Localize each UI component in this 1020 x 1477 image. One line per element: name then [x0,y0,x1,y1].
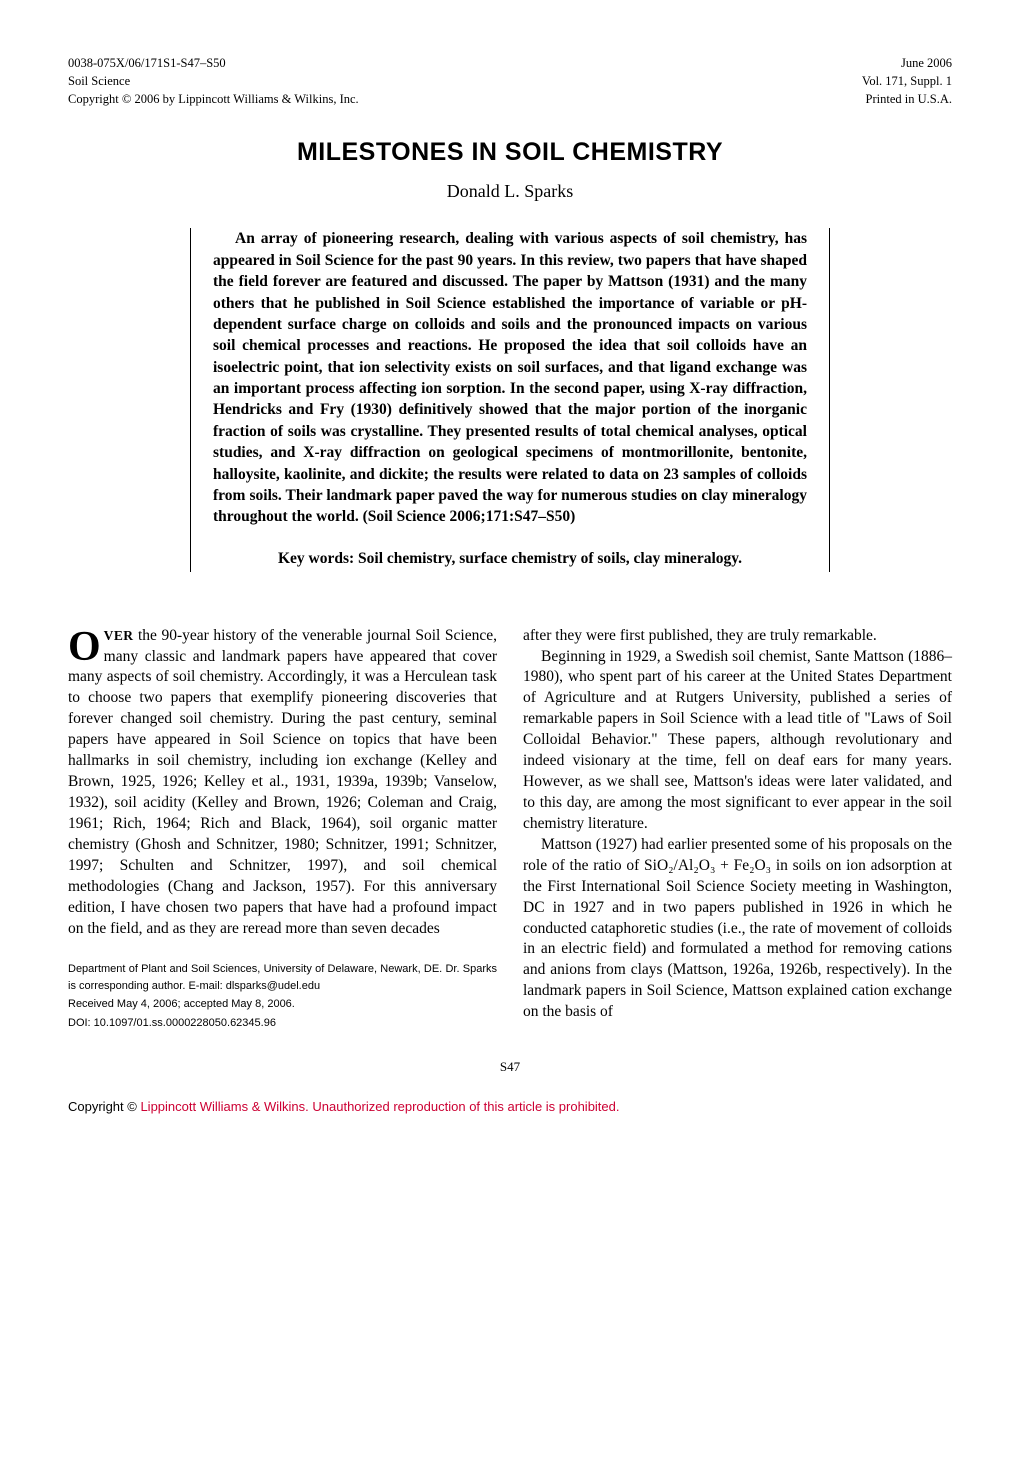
body-paragraph: OVER the 90-year history of the venerabl… [68,626,497,940]
dates-footnote: Received May 4, 2006; accepted May 8, 20… [68,996,497,1013]
copyright-line: Copyright © 2006 by Lippincott Williams … [68,90,359,108]
header-left: 0038-075X/06/171S1-S47–S50 Soil Science … [68,54,359,108]
issn-line: 0038-075X/06/171S1-S47–S50 [68,54,359,72]
body-paragraph: after they were first published, they ar… [523,626,952,647]
running-header: 0038-075X/06/171S1-S47–S50 Soil Science … [68,54,952,108]
dropcap-letter: O [68,626,104,666]
body-text: the 90-year history of the venerable jou… [68,627,497,937]
doi-footnote: DOI: 10.1097/01.ss.0000228050.62345.96 [68,1015,497,1032]
lead-word: VER [104,628,134,643]
article-title: MILESTONES IN SOIL CHEMISTRY [68,138,952,167]
header-right: June 2006 Vol. 171, Suppl. 1 Printed in … [862,54,952,108]
body-paragraph: Beginning in 1929, a Swedish soil chemis… [523,647,952,835]
affiliation-footnote: Department of Plant and Soil Sciences, U… [68,961,497,994]
journal-name: Soil Science [68,72,359,90]
volume-line: Vol. 171, Suppl. 1 [862,72,952,90]
author-name: Donald L. Sparks [68,181,952,202]
abstract-container: An array of pioneering research, dealing… [68,228,952,571]
copyright-bar: Copyright © Lippincott Williams & Wilkin… [68,1099,952,1114]
body-columns: OVER the 90-year history of the venerabl… [68,626,952,1034]
abstract-box: An array of pioneering research, dealing… [190,228,830,571]
column-right: after they were first published, they ar… [523,626,952,1034]
keywords-line: Key words: Soil chemistry, surface chemi… [213,550,807,568]
page-number: S47 [68,1059,952,1075]
body-paragraph: Mattson (1927) had earlier presented som… [523,835,952,1023]
copyright-prefix: Copyright © [68,1099,140,1114]
abstract-text: An array of pioneering research, dealing… [213,228,807,527]
printed-line: Printed in U.S.A. [862,90,952,108]
footnotes-block: Department of Plant and Soil Sciences, U… [68,961,497,1031]
issue-date: June 2006 [862,54,952,72]
column-left: OVER the 90-year history of the venerabl… [68,626,497,1034]
copyright-text: Lippincott Williams & Wilkins. Unauthori… [140,1099,619,1114]
